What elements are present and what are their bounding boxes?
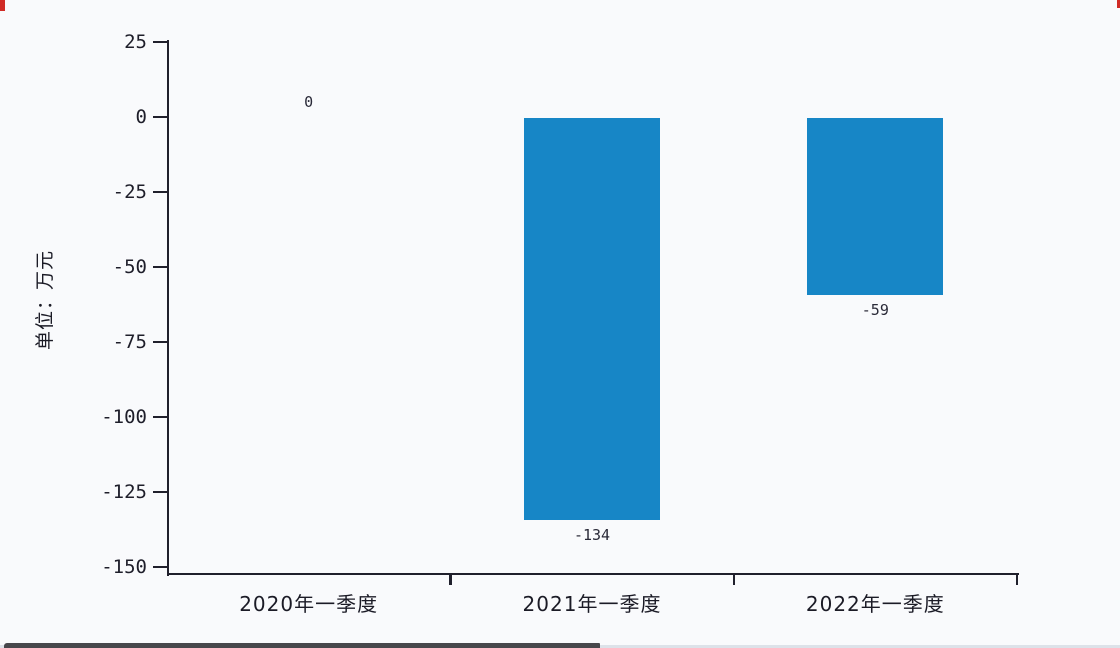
bar [524, 118, 660, 520]
y-tick-label: 25 [124, 31, 147, 53]
y-tick-label: -50 [112, 256, 147, 278]
y-tick-mark [153, 491, 167, 494]
x-axis-line [167, 573, 1019, 576]
y-tick-mark [153, 416, 167, 419]
y-tick-label: -25 [112, 181, 147, 203]
y-tick-label: -100 [101, 406, 147, 428]
bottom-cropped-bar [4, 643, 600, 648]
x-tick-mark [1016, 573, 1019, 585]
y-tick-mark [153, 191, 167, 194]
x-category-label: 2020年一季度 [239, 592, 379, 616]
x-category-label: 2021年一季度 [522, 592, 662, 616]
x-tick-mark [732, 573, 736, 585]
y-tick-label: -125 [101, 481, 147, 503]
x-tick-mark [449, 573, 452, 585]
y-tick-mark [153, 116, 167, 119]
bar [807, 118, 944, 295]
y-tick-mark [153, 266, 167, 269]
red-crop-mark-left [0, 0, 5, 11]
bar-value-label: -59 [861, 301, 889, 319]
y-tick-mark [153, 41, 167, 44]
y-tick-mark [153, 566, 167, 569]
y-axis-title: 单位：万元 [34, 250, 56, 351]
y-tick-label: -150 [101, 556, 147, 578]
x-category-label: 2022年一季度 [805, 592, 945, 616]
bar-value-label: 0 [304, 93, 314, 111]
bar-value-label: -134 [573, 526, 611, 544]
y-axis-line [167, 40, 170, 576]
y-tick-label: -75 [112, 331, 147, 353]
y-tick-mark [153, 341, 167, 344]
y-tick-label: 0 [135, 106, 147, 128]
red-crop-mark-right [1117, 0, 1120, 8]
